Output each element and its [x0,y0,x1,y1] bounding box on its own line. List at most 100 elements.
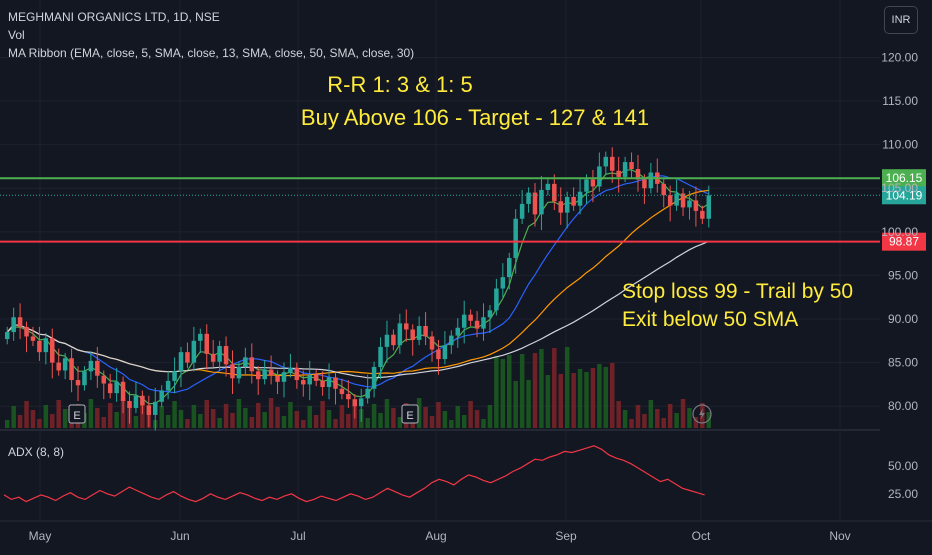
volume-bar [307,406,312,428]
volume-bar [468,401,473,428]
adx-label[interactable]: ADX (8, 8) [8,445,64,459]
annotation-rr: R-R 1: 3 & 1: 5 [327,72,473,97]
price-tick-label: 100.00 [881,225,918,239]
volume-bar [62,409,68,428]
candle-body [661,183,666,196]
candle-body [545,183,551,190]
candle-body [236,366,242,379]
candle-body [416,325,422,340]
candle-body [320,380,325,388]
candle-body [526,192,531,204]
volume-bar [500,359,506,428]
volume-bar [680,399,686,428]
volume-bar [519,354,525,428]
volume-bar [24,401,29,428]
volume-bar [320,401,325,428]
volume-bar [191,405,197,428]
candle-body [69,358,74,381]
volume-bar [243,408,248,428]
volume-bar [539,349,544,428]
candle-body [301,380,306,385]
candle-body [622,162,628,177]
candle-body [307,374,312,385]
candle-body [564,196,570,213]
candle-body [558,201,563,213]
candle-body [693,200,699,211]
candle-body [11,317,16,333]
candle-body [577,191,583,206]
candle-body [674,193,679,206]
volume-bar [590,368,596,428]
price-tick-label: 110.00 [882,138,918,152]
price-tick-label: 85.00 [888,356,918,370]
volume-bar [507,355,512,428]
candle-body [700,210,705,219]
volume-bar [371,404,377,428]
volume-bar [629,419,634,428]
volume-bar [11,406,16,428]
candle-body [352,399,358,407]
candle-body [114,381,119,394]
candle-body [210,353,216,362]
candle-body [410,329,415,340]
candle-body [500,277,506,289]
volume-bar [95,408,100,428]
adx-panel: ADX (8, 8) 25.00 50.00 [3,445,918,503]
candle-body [217,346,222,362]
candle-body [191,340,197,363]
earnings-marker[interactable] [68,404,86,424]
volume-bar [616,401,621,428]
candle-body [378,346,383,367]
volume-bar [693,417,699,428]
volume-bar [564,347,570,428]
candle-body [449,335,454,346]
volume-bar [101,417,107,428]
annotation-stop: Stop loss 99 - Trail by 50 [622,280,853,303]
candle-body [513,218,518,258]
candle-body [95,360,100,376]
candle-body [275,375,280,382]
volume-bar [655,409,660,428]
volume-bar [281,416,287,428]
volume-bar [230,413,235,428]
candle-body [455,327,461,336]
currency-button[interactable]: INR [884,6,918,34]
annotation-buy: Buy Above 106 - Target - 127 & 141 [301,105,649,130]
candle-body [597,166,602,187]
candle-body [159,390,164,402]
volume-bar [326,410,332,428]
candle-body [436,349,441,360]
volume-bar [436,402,441,428]
volume-bar [346,414,351,428]
volume-indicator-label[interactable]: Vol [8,28,25,42]
earnings-marker[interactable] [401,404,419,424]
volume-bar [494,356,499,428]
candle-body [255,371,261,380]
candle-body [185,352,190,363]
last-price-tag [882,186,926,205]
candle-body [642,179,647,189]
annotation-exit: Exit below 50 SMA [622,308,798,331]
candle-body [43,338,49,353]
candle-body [461,314,467,328]
candle-body [680,193,686,208]
lightning-icon[interactable] [692,404,712,424]
candle-body [404,323,409,330]
candle-body [603,156,609,167]
volume-bar [301,420,306,428]
candle-body [429,336,435,350]
candle-body [249,357,255,372]
candle-body [539,189,544,215]
candle-body [687,200,692,208]
price-tick-label: 90.00 [888,312,918,326]
volume-bar [577,369,583,428]
volume-bar [140,402,145,428]
volume-bar [275,407,280,428]
volume-bar [236,399,242,428]
volume-bar [558,374,563,428]
ma-ribbon-indicator-label[interactable]: MA Ribbon (EMA, close, 5, SMA, close, 13… [8,46,415,60]
candle-body [616,170,621,177]
